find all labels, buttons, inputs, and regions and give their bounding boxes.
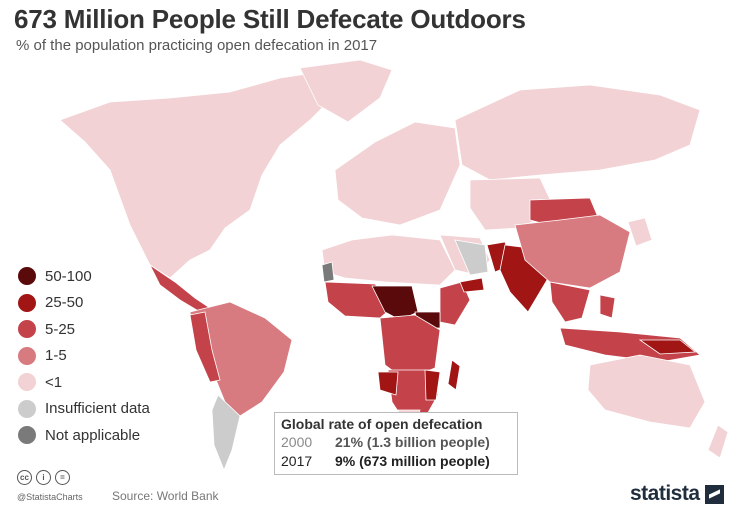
region-madagascar [447,359,461,391]
legend-label: Insufficient data [45,400,150,418]
legend-item: 50-100 [18,263,150,290]
legend-item: 1-5 [18,343,150,370]
legend-label: <1 [45,373,63,391]
legend-item: Insufficient data [18,396,150,423]
region-new-zealand [707,424,729,459]
region-japan-korea [627,217,653,247]
legend-label: 50-100 [45,267,92,285]
license-icons: cc i = [17,470,74,485]
legend-swatch [18,399,36,418]
legend-item: Not applicable [18,422,150,449]
region-north-africa [321,234,456,286]
legend-swatch [18,320,36,339]
region-angola-namibia [377,371,399,396]
region-central-africa [379,314,441,381]
statista-handle[interactable]: @StatistaCharts [17,492,83,502]
info-value: 9% (673 million people) [335,453,490,469]
legend-item: 25-50 [18,290,150,317]
info-year: 2017 [281,453,313,469]
brand-name: statista [630,482,700,505]
nd-icon[interactable]: = [55,470,70,485]
region-central-america [148,263,211,313]
cc-icon[interactable]: cc [17,470,32,485]
legend-item: 5-25 [18,316,150,343]
world-map [59,59,729,470]
legend-swatch [18,293,36,312]
region-southern-cone [211,394,241,470]
info-value: 21% (1.3 billion people) [335,434,490,450]
info-year: 2000 [281,434,313,450]
global-rate-box: Global rate of open defecation 2000 21% … [274,412,518,475]
region-southeast-asia [549,281,591,323]
legend-label: 5-25 [45,320,76,338]
region-western-sahara [321,261,335,283]
legend-label: Not applicable [45,426,141,444]
statista-mark-icon [704,484,724,504]
region-mozambique [424,369,441,401]
legend-label: 25-50 [45,294,84,312]
legend-swatch [18,426,36,445]
region-andes [189,311,221,383]
legend-swatch [18,373,36,392]
region-greenland [299,59,393,123]
region-philippines [599,294,616,319]
region-australia [587,354,706,429]
chart-subtitle: % of the population practicing open defe… [16,37,378,54]
statista-logo[interactable]: statista [630,482,724,506]
legend-label: 1-5 [45,347,67,365]
region-yemen [459,277,485,293]
region-europe [334,121,461,226]
info-row-2000: 2000 21% (1.3 billion people) [281,433,511,452]
region-north-america [59,71,341,279]
info-row-2017: 2017 9% (673 million people) [281,452,511,471]
infobox-title: Global rate of open defecation [281,416,483,432]
source-note: Source: World Bank [112,489,219,503]
chart-title: 673 Million People Still Defecate Outdoo… [14,4,526,34]
legend-item: <1 [18,369,150,396]
legend: 50-100 25-50 5-25 1-5 <1 Insufficient da… [18,263,150,449]
legend-swatch [18,346,36,365]
region-china [514,214,631,289]
region-arabian-insufficient [454,239,489,276]
region-papua [638,339,697,355]
region-russia [454,84,701,181]
by-icon[interactable]: i [36,470,51,485]
legend-swatch [18,267,36,286]
